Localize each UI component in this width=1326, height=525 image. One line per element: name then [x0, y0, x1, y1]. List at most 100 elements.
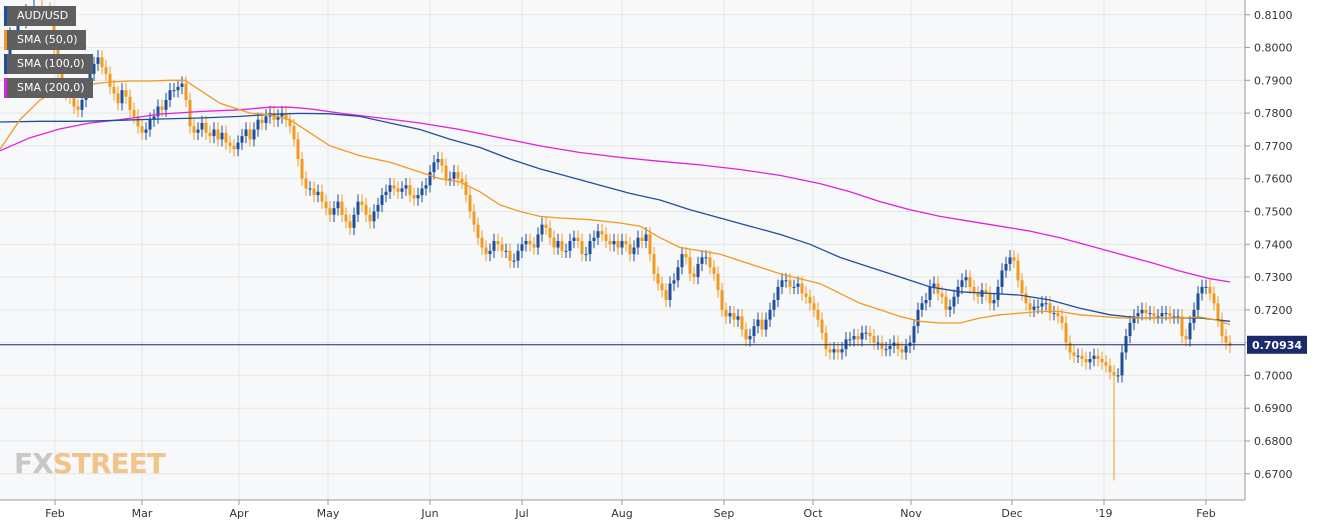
- candle-up: [536, 234, 540, 248]
- candle-up: [912, 326, 916, 343]
- candle-down: [1212, 293, 1216, 304]
- candle-down: [1064, 322, 1068, 343]
- legend-swatch: [4, 54, 7, 74]
- candle-down: [1180, 316, 1184, 337]
- candle-up: [372, 211, 376, 222]
- candle-up: [932, 283, 936, 287]
- candle-down: [1084, 359, 1088, 363]
- candle-up: [916, 309, 920, 327]
- candle-down: [820, 319, 824, 333]
- candle-up: [540, 224, 544, 235]
- candle-down: [500, 244, 504, 251]
- candle-down: [312, 188, 316, 196]
- candle-up: [516, 250, 520, 261]
- candle-down: [484, 247, 488, 255]
- candle-up: [568, 240, 572, 251]
- candle-up: [764, 319, 768, 330]
- x-tick-label: Aug: [611, 507, 632, 520]
- current-price-line: 0.70934: [0, 335, 1307, 354]
- candle-down: [984, 290, 988, 294]
- candle-up: [1160, 313, 1164, 317]
- legend-item-sma200[interactable]: SMA (200,0): [4, 78, 93, 98]
- candle-up: [696, 263, 700, 278]
- candle-up: [168, 90, 172, 100]
- sma-50-line: [0, 79, 1231, 326]
- candle-down: [976, 293, 980, 297]
- candle-down: [628, 244, 632, 255]
- y-tick-label: 0.7000: [1254, 369, 1293, 382]
- candle-up: [768, 309, 772, 320]
- candle-up: [1140, 309, 1144, 314]
- legend-item-audusd[interactable]: AUD/USD: [4, 6, 77, 26]
- candle-up: [436, 159, 440, 163]
- candle-up: [728, 313, 732, 317]
- candle-down: [324, 201, 328, 209]
- candle-down: [136, 116, 140, 127]
- candle-down: [128, 96, 132, 110]
- candle-down: [260, 119, 264, 123]
- candle-up: [596, 231, 600, 238]
- candle-down: [1168, 313, 1172, 317]
- candle-up: [336, 201, 340, 209]
- candle-down: [1228, 342, 1232, 346]
- legend-item-sma50[interactable]: SMA (50,0): [4, 30, 86, 50]
- candle-down: [1072, 352, 1076, 356]
- candle-up: [1008, 257, 1012, 264]
- x-tick-label: Nov: [900, 507, 922, 520]
- candle-up: [1052, 313, 1056, 315]
- candle-up: [200, 122, 204, 130]
- candle-up: [1088, 359, 1092, 363]
- candle-up: [1196, 293, 1200, 310]
- candle-down: [944, 296, 948, 310]
- candle-down: [472, 211, 476, 225]
- candle-down: [576, 237, 580, 241]
- candle-up: [860, 332, 864, 340]
- candle-up: [172, 90, 176, 92]
- x-tick-label: Feb: [1196, 507, 1215, 520]
- candle-up: [1192, 309, 1196, 323]
- candle-up: [960, 280, 964, 287]
- candle-up: [420, 188, 424, 196]
- legend-label: SMA (100,0): [17, 57, 85, 70]
- candle-up: [1120, 352, 1124, 376]
- candle-down: [300, 159, 304, 179]
- candle-down: [900, 349, 904, 353]
- candle-up: [164, 100, 168, 110]
- y-tick-label: 0.8100: [1254, 9, 1293, 22]
- candle-up: [636, 237, 640, 248]
- candle-up: [632, 247, 636, 255]
- candle-up: [404, 185, 408, 189]
- candle-up: [424, 185, 428, 189]
- logo-fx: FX: [14, 447, 54, 480]
- candle-up: [1156, 316, 1160, 318]
- candle-up: [92, 63, 96, 74]
- legend-item-sma100[interactable]: SMA (100,0): [4, 54, 93, 74]
- candle-up: [416, 195, 420, 199]
- fxstreet-logo: FXSTREET: [14, 447, 166, 480]
- candle-down: [1068, 342, 1072, 353]
- candle-down: [872, 336, 876, 343]
- candle-up: [556, 240, 560, 248]
- candle-up: [492, 240, 496, 251]
- y-tick-label: 0.7900: [1254, 74, 1293, 87]
- candle-down: [800, 283, 804, 294]
- candle-up: [792, 286, 796, 288]
- candle-up: [16, 21, 20, 35]
- y-tick-label: 0.6900: [1254, 402, 1293, 415]
- candle-down: [972, 286, 976, 294]
- candle-up: [952, 296, 956, 307]
- candle-up: [256, 119, 260, 130]
- candle-up: [572, 237, 576, 241]
- candle-up: [244, 129, 248, 137]
- candle-down: [496, 240, 500, 245]
- candle-up: [736, 316, 740, 320]
- x-tick-label: '19: [1095, 507, 1112, 520]
- candle-down: [116, 93, 120, 104]
- y-tick-label: 0.8000: [1254, 42, 1293, 55]
- candle-down: [508, 250, 512, 261]
- candle-up: [1092, 355, 1096, 360]
- candle-down: [100, 57, 104, 68]
- x-tick-label: Sep: [714, 507, 735, 520]
- candle-down: [1184, 336, 1188, 340]
